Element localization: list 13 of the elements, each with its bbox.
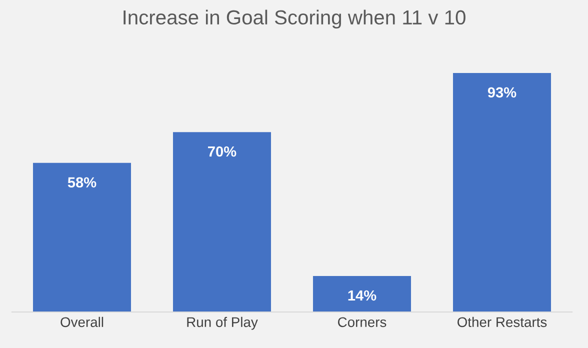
data-label: 58%	[68, 177, 96, 188]
bar	[173, 132, 271, 312]
bar	[313, 276, 411, 312]
x-tick-label: Overall	[60, 316, 104, 328]
chart-title: Increase in Goal Scoring when 11 v 10	[124, 10, 466, 29]
data-label: 70%	[208, 146, 236, 157]
bar	[33, 162, 131, 312]
bar	[453, 72, 551, 312]
x-tick-label: Corners	[338, 317, 386, 328]
data-label: 14%	[348, 290, 376, 301]
x-tick-label: Other Restarts	[458, 316, 547, 328]
data-label: 93%	[488, 87, 516, 98]
x-tick-label: Run of Play	[187, 316, 258, 330]
